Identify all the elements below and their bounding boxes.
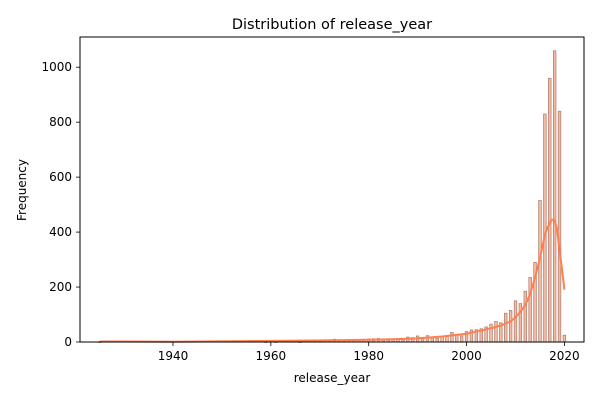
x-tick-label: 1960 bbox=[256, 349, 287, 363]
x-axis-label: release_year bbox=[294, 371, 371, 385]
plot-frame bbox=[79, 36, 585, 343]
histogram-bar bbox=[523, 290, 527, 343]
y-axis-label: Frequency bbox=[15, 159, 29, 221]
y-tick-label: 800 bbox=[49, 115, 72, 129]
histogram-bar bbox=[513, 300, 518, 343]
y-tick-label: 1000 bbox=[41, 60, 72, 74]
y-tick-label: 400 bbox=[49, 225, 72, 239]
y-axis-ticks: 0 200 400 600 800 1000 bbox=[41, 60, 80, 349]
histogram-bar bbox=[552, 50, 557, 343]
bars-group bbox=[97, 50, 567, 343]
histogram-bar bbox=[538, 200, 542, 343]
histogram-bar bbox=[528, 277, 532, 343]
y-tick-label: 600 bbox=[49, 170, 72, 184]
x-axis-ticks: 1940 1960 1980 2000 2020 bbox=[158, 342, 580, 363]
histogram-bar bbox=[543, 113, 547, 343]
y-tick-label: 200 bbox=[49, 280, 72, 294]
kde-curve bbox=[99, 218, 566, 343]
x-tick-label: 2000 bbox=[451, 349, 482, 363]
x-tick-label: 2020 bbox=[549, 349, 580, 363]
histogram-bar bbox=[562, 334, 567, 343]
x-tick-label: 1940 bbox=[158, 349, 189, 363]
histogram-bar bbox=[494, 321, 498, 343]
histogram-bar bbox=[508, 310, 513, 343]
x-tick-label: 1980 bbox=[353, 349, 384, 363]
histogram-bar bbox=[504, 312, 508, 343]
histogram-bar bbox=[548, 77, 552, 343]
histogram-bar bbox=[435, 337, 439, 343]
histogram-bar bbox=[450, 332, 454, 343]
y-tick-label: 0 bbox=[64, 335, 72, 349]
histogram-bar bbox=[460, 335, 464, 343]
chart-title: Distribution of release_year bbox=[232, 17, 432, 33]
histogram-bar bbox=[489, 323, 493, 343]
histogram-bar bbox=[557, 110, 562, 343]
